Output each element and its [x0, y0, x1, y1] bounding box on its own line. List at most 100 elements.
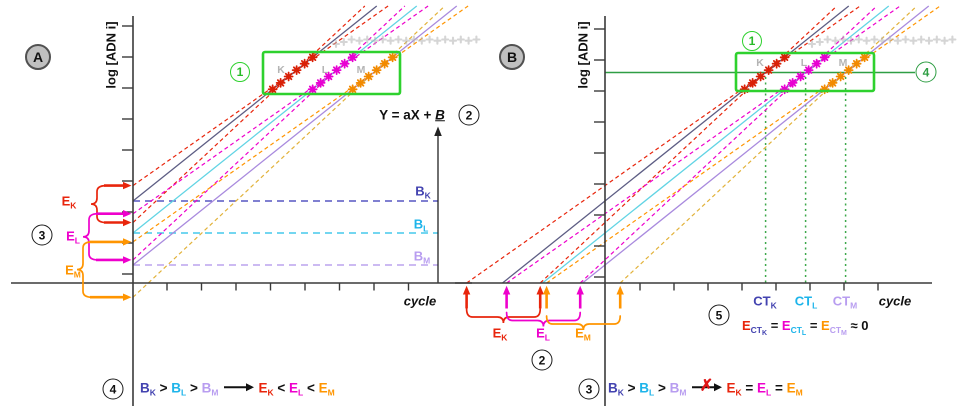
- step2-badge-a: 2: [458, 104, 480, 126]
- formula-segment: B: [435, 107, 445, 123]
- plateau-marker: [331, 39, 341, 49]
- exponential-phase-box-a: [261, 50, 402, 96]
- formula-segment: BK: [140, 380, 156, 398]
- formula-segment: EL: [757, 380, 772, 398]
- cluster-label-k-a: K: [277, 63, 285, 76]
- formula-subscript: M: [795, 387, 803, 398]
- plateau-marker: [378, 35, 387, 44]
- formula-subscript: K: [70, 200, 77, 211]
- formula-segment: <: [303, 380, 319, 396]
- plateau-marker: [909, 36, 918, 45]
- x-axis-label-b: cycle: [878, 293, 912, 309]
- plateau-marker: [347, 35, 356, 44]
- plateau-marker: [932, 35, 941, 44]
- ci-lower-line-m: [132, 5, 446, 298]
- plateau-marker: [948, 35, 957, 44]
- plateau-marker: [464, 36, 473, 45]
- panel-b-badge: B: [499, 44, 525, 70]
- data-point-marker: [347, 52, 358, 63]
- formula-subscript: K: [424, 190, 431, 201]
- formula-segment: BM: [201, 380, 219, 398]
- error-arrowhead: [123, 238, 132, 246]
- formula-segment: CTM: [832, 293, 858, 311]
- plateau-marker: [917, 35, 926, 44]
- data-point-marker: [739, 84, 750, 95]
- formula-segment: BK: [608, 380, 624, 398]
- error-label-em-b: EM: [575, 326, 591, 342]
- intercept-label-bk: BK: [415, 184, 431, 200]
- formula-subscript: K: [770, 300, 777, 311]
- formula-segment: BL: [639, 380, 655, 398]
- plateau-marker: [448, 36, 458, 45]
- error-label-ek-a: EK: [62, 194, 77, 210]
- error-arrowhead: [123, 210, 132, 218]
- error-arrowhead: [462, 285, 471, 295]
- step5-badge-b: 5: [708, 304, 730, 326]
- formula-segment: =: [767, 318, 782, 333]
- error-brace: [82, 212, 99, 261]
- data-point-marker: [275, 78, 286, 88]
- plateau-marker: [831, 36, 840, 45]
- data-point-marker: [835, 71, 846, 82]
- formula-segment: EM: [786, 380, 803, 398]
- data-point-marker: [379, 58, 390, 69]
- formula-subscript: CTM: [829, 325, 847, 337]
- step4-badge-b: 4: [915, 61, 937, 83]
- formula-subscript: M: [850, 300, 858, 311]
- ci-upper-line-k: [132, 5, 389, 187]
- data-point-marker: [819, 52, 830, 63]
- formula-subscript: L: [766, 387, 772, 398]
- data-point-marker: [347, 84, 358, 95]
- data-point-marker: [315, 78, 326, 88]
- error-brace: [90, 184, 107, 224]
- error-brace: [505, 311, 582, 327]
- plateau-marker: [807, 39, 817, 49]
- data-point-marker: [827, 78, 838, 88]
- formula-segment: EL: [289, 380, 304, 398]
- standard-curve-line-l: [542, 5, 890, 284]
- plateau-marker: [893, 36, 902, 45]
- error-arrowhead: [536, 285, 544, 295]
- formula-segment: BM: [669, 380, 687, 398]
- intercept-label-bl: BL: [414, 217, 429, 233]
- error-arrowhead: [502, 285, 511, 295]
- formula-segment: EM: [65, 262, 81, 280]
- data-point-marker: [851, 58, 862, 69]
- intercept-axis-arrowhead: [434, 126, 442, 136]
- cluster-label-l-b: L: [800, 56, 808, 69]
- data-point-marker: [323, 71, 334, 82]
- plateau-marker: [940, 36, 949, 45]
- data-point-marker: [811, 58, 822, 69]
- data-point-marker: [291, 65, 302, 75]
- error-arrowhead: [576, 285, 584, 295]
- standard-curve-line-m: [132, 5, 458, 266]
- data-point-marker: [779, 52, 790, 63]
- plateau-marker: [854, 35, 863, 44]
- standard-curve-line-l: [132, 5, 418, 234]
- y-axis-label-b: log [ADN i]: [575, 21, 591, 89]
- formula-segment: CTK: [753, 293, 777, 311]
- data-point-marker: [371, 65, 382, 75]
- ct-label-l: CTL: [795, 294, 818, 310]
- data-point-marker: [747, 78, 758, 88]
- plateau-marker: [363, 35, 372, 44]
- plateau-marker: [901, 35, 910, 44]
- formula-segment: EK: [726, 380, 742, 398]
- formula-subscript: CTK: [750, 325, 768, 337]
- error-label-ek-b: EK: [493, 326, 508, 342]
- error-arrowhead: [123, 218, 132, 227]
- cluster-label-m-a: M: [356, 63, 366, 76]
- formula-segment: BL: [413, 216, 429, 234]
- error-brace: [76, 241, 93, 299]
- y-axis-label-a: log [ADN i]: [103, 21, 119, 89]
- formula-subscript: L: [298, 387, 304, 398]
- formula-segment: EL: [536, 325, 550, 343]
- data-point-marker: [267, 84, 278, 95]
- formula-segment: CTL: [794, 293, 818, 311]
- exponential-phase-box-b: [734, 51, 876, 93]
- data-point-marker: [763, 65, 774, 75]
- plateau-marker: [839, 35, 848, 44]
- cluster-label-k-b: K: [756, 56, 764, 69]
- data-point-marker: [779, 84, 790, 95]
- error-label-em-a: EM: [65, 263, 81, 279]
